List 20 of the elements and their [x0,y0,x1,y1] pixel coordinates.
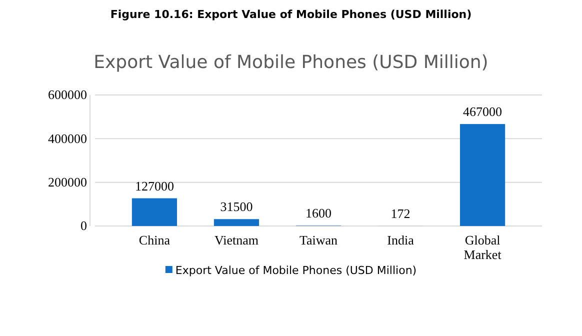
x-tick-label: Vietnam [214,232,258,248]
data-label: 31500 [220,199,253,214]
x-tick-label: China [138,232,170,248]
data-label: 172 [390,206,410,221]
y-tick-label: 200000 [48,174,87,190]
x-tick-label: India [387,232,414,248]
bar [460,124,506,226]
legend-label: Export Value of Mobile Phones (USD Million) [175,264,417,277]
chart-subtitle: Export Value of Mobile Phones (USD Million) [94,52,488,73]
y-tick-label: 0 [80,218,87,234]
data-label: 1600 [306,206,332,221]
x-tick-label: Global Market [464,232,502,262]
bar [214,219,260,226]
x-tick-label: Taiwan [299,232,338,248]
bar [132,198,178,226]
chart-title: Figure 10.16: Export Value of Mobile Phones (USD Million) [110,8,472,21]
y-tick-label: 400000 [48,130,87,146]
data-label: 467000 [463,104,502,120]
data-label: 127000 [134,178,174,194]
y-tick-label: 600000 [48,87,87,102]
